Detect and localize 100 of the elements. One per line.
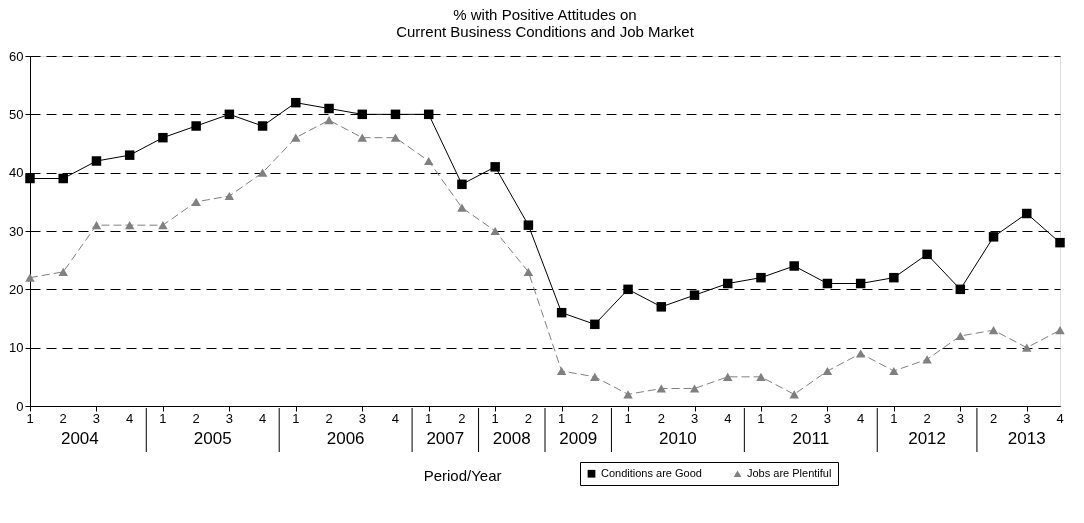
point [224, 109, 235, 120]
point [25, 273, 35, 282]
point [689, 384, 700, 393]
x-tick-label: 4 [724, 411, 732, 426]
point [889, 366, 899, 376]
point [158, 221, 168, 230]
point [922, 355, 932, 364]
point [324, 103, 334, 114]
point [58, 267, 68, 276]
x-tick-label: 1 [890, 411, 898, 426]
text: Current Business Conditions and Job Market [396, 23, 694, 40]
x-tick-label: 3 [225, 411, 233, 426]
point [25, 173, 35, 184]
x-tick-label: 3 [956, 411, 964, 426]
point [855, 349, 866, 358]
text: 2004 [60, 429, 99, 448]
point [556, 366, 567, 376]
y-tick-label: 0 [16, 398, 24, 414]
point [789, 261, 799, 271]
x-tick-label: 1 [757, 411, 765, 426]
point [955, 284, 966, 295]
text: 2005 [193, 429, 232, 448]
point [490, 162, 500, 172]
point [723, 372, 733, 381]
text: 2006 [326, 429, 365, 448]
x-tick-label: 1 [558, 411, 566, 426]
y-tick-label: 50 [9, 106, 24, 122]
x-tick-label: 2 [192, 411, 200, 426]
legend-label: Conditions are Good [601, 466, 702, 479]
x-tick-label: 3 [690, 411, 699, 426]
point [357, 109, 367, 120]
x-tick-label: 3 [358, 411, 366, 426]
text: 2009 [559, 429, 598, 448]
point [523, 267, 534, 276]
x-tick-label: 2 [325, 411, 333, 426]
point [457, 179, 467, 190]
point [1055, 237, 1065, 248]
point [756, 272, 766, 283]
x-tick-label: 1 [159, 411, 167, 426]
point [257, 121, 268, 131]
point [689, 290, 700, 300]
point [623, 390, 633, 399]
text: 2013 [1007, 429, 1046, 448]
point [91, 156, 102, 166]
point [158, 132, 168, 143]
point [457, 203, 467, 212]
x-tick-label: 2 [989, 411, 998, 426]
point [590, 319, 600, 330]
point [224, 191, 235, 201]
text: 2012 [908, 429, 947, 448]
point [590, 372, 600, 381]
point [390, 109, 401, 120]
x-tick-label: 1 [624, 411, 632, 426]
x-tick-label: 3 [92, 411, 101, 426]
point [324, 116, 334, 125]
point [922, 249, 932, 260]
point [257, 168, 268, 177]
point [623, 284, 633, 295]
x-tick-label: 2 [458, 411, 466, 426]
point [756, 372, 766, 381]
y-tick-label: 10 [9, 340, 24, 356]
point [124, 150, 135, 160]
point [988, 326, 999, 335]
y-tick-label: 30 [9, 223, 24, 239]
point [855, 278, 866, 289]
x-axis-title: Period/Year [423, 467, 502, 484]
point [656, 384, 667, 393]
point [656, 302, 667, 312]
point [556, 307, 567, 318]
x-tick-label: 2 [657, 411, 665, 426]
point [723, 278, 733, 289]
x-tick-label: 3 [1023, 411, 1031, 426]
point [357, 133, 367, 142]
x-tick-label: 4 [1056, 411, 1064, 426]
y-tick-label: 40 [9, 165, 24, 181]
point [291, 97, 301, 108]
point [490, 226, 500, 236]
point [955, 331, 966, 341]
x-tick-label: 4 [126, 411, 134, 426]
x-tick-label: 4 [857, 411, 865, 426]
point [822, 278, 833, 289]
text: % with Positive Attitudes on [453, 6, 637, 23]
x-tick-label: 2 [591, 411, 599, 426]
x-tick-label: 1 [491, 411, 499, 426]
point [1055, 326, 1065, 335]
text: 2008 [492, 429, 531, 448]
point [988, 232, 999, 242]
text: 2010 [658, 429, 697, 448]
x-tick-label: 1 [425, 411, 433, 426]
y-tick-label: 20 [9, 281, 24, 297]
y-tick-label: 60 [9, 48, 24, 64]
point [191, 197, 201, 206]
x-tick-label: 2 [790, 411, 798, 426]
point [1022, 208, 1032, 219]
x-tick-label: 1 [26, 411, 34, 426]
x-tick-label: 3 [823, 411, 832, 426]
point [523, 220, 534, 230]
text: 2007 [426, 429, 465, 448]
point [889, 272, 899, 283]
x-tick-label: 4 [391, 411, 400, 426]
